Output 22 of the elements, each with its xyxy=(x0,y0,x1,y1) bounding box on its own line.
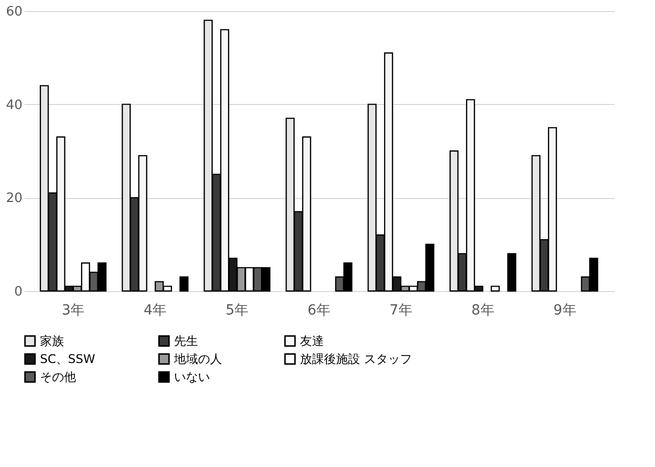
legend-label: SC、SSW xyxy=(40,352,96,366)
x-tick-label: 4年 xyxy=(144,302,167,318)
legend-label: 友達 xyxy=(300,334,324,348)
x-tick-label: 3年 xyxy=(62,302,85,318)
x-tick-label: 7年 xyxy=(389,302,412,318)
x-tick-label: 5年 xyxy=(226,302,249,318)
bar xyxy=(179,276,188,292)
y-tick-label: 60 xyxy=(6,4,22,20)
x-tick-label: 8年 xyxy=(471,302,494,318)
legend-label: その他 xyxy=(40,370,76,384)
y-tick-label: 0 xyxy=(14,284,22,300)
legend-label: いない xyxy=(174,370,210,384)
bar xyxy=(490,286,500,292)
y-tick-label: 40 xyxy=(6,98,22,113)
legend-label: 放課後施設 スタッフ xyxy=(300,352,412,366)
x-tick-label: 9年 xyxy=(553,302,576,318)
legend-label: 地域の人 xyxy=(173,352,222,366)
x-tick-label: 6年 xyxy=(308,302,330,318)
legend-label: 家族 xyxy=(40,334,64,348)
y-tick-label: 20 xyxy=(6,191,22,206)
legend-label: 先生 xyxy=(174,334,198,348)
bar xyxy=(507,253,516,292)
